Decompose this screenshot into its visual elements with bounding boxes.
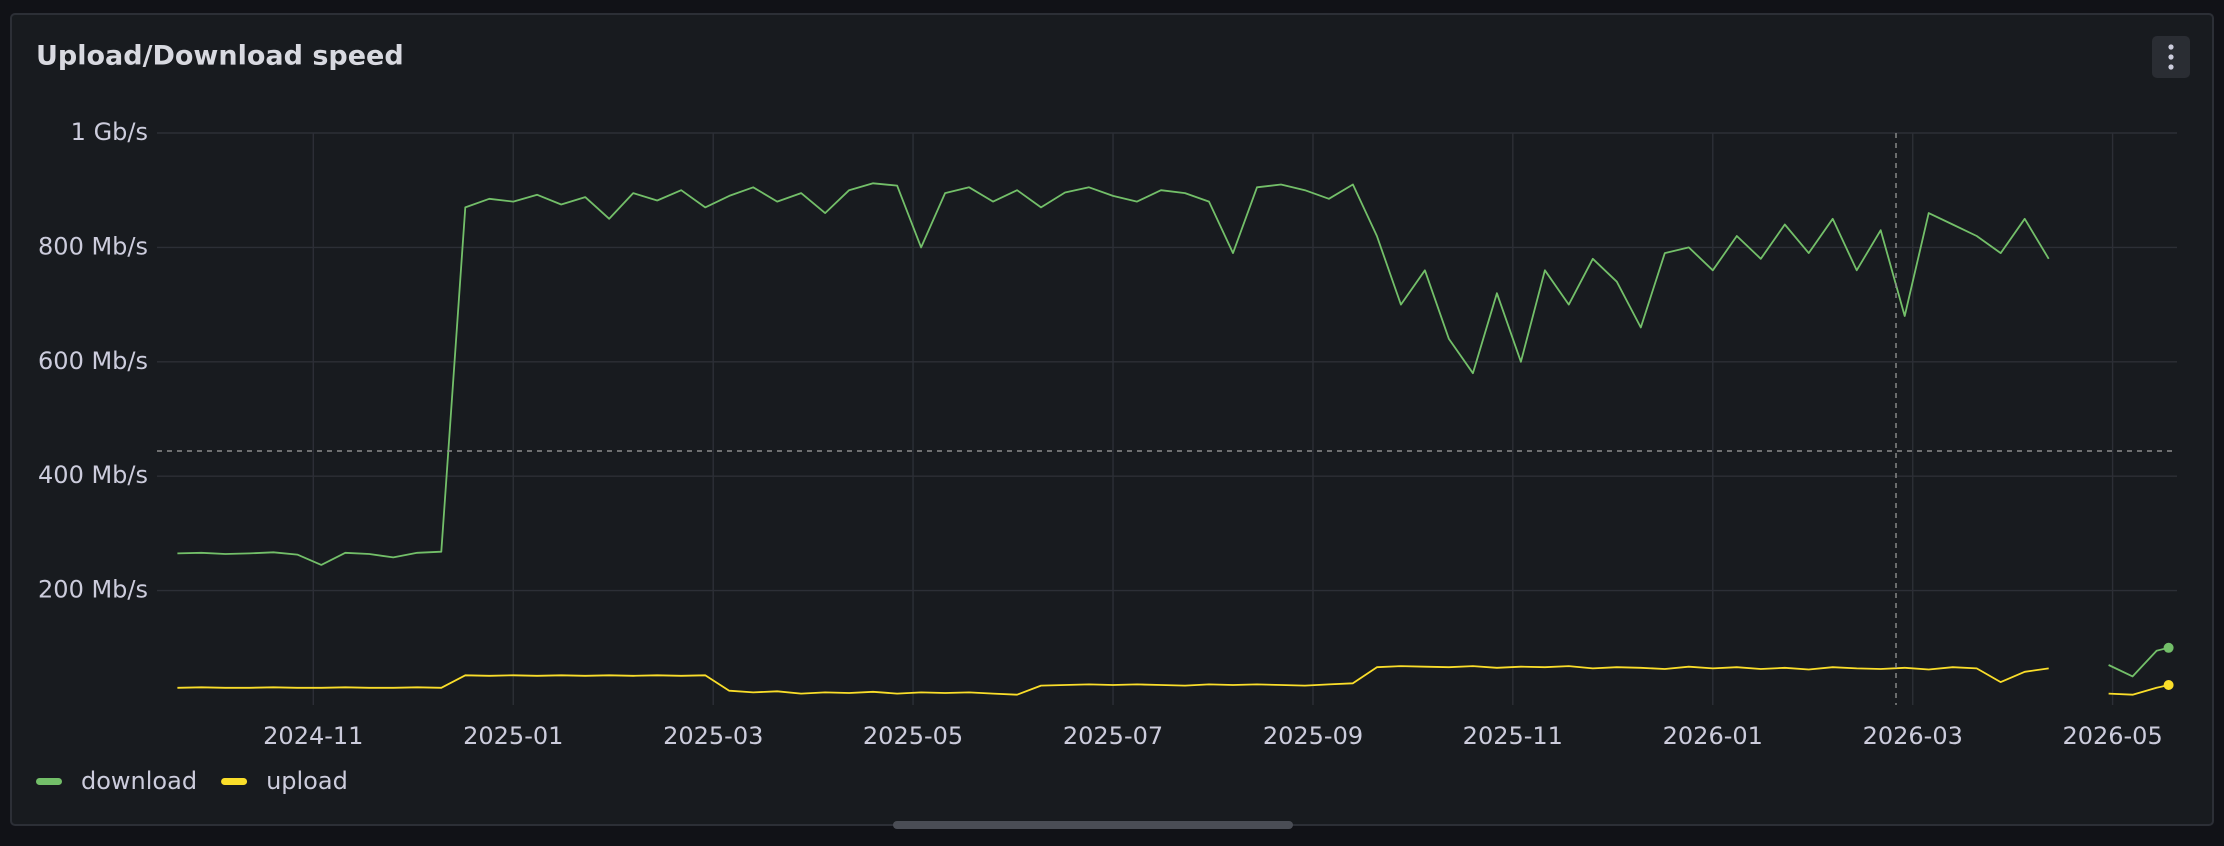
x-tick-label: 2025-11 xyxy=(1463,722,1563,750)
x-tick-label: 2025-07 xyxy=(1063,722,1163,750)
legend-swatch xyxy=(221,778,248,785)
x-tick-label: 2025-05 xyxy=(863,722,963,750)
series-line xyxy=(177,182,2169,678)
y-tick-label: 1 Gb/s xyxy=(71,118,148,146)
x-tick-label: 2025-01 xyxy=(463,722,563,750)
legend-swatch xyxy=(36,778,62,785)
scrollbar[interactable] xyxy=(893,821,1293,829)
panel xyxy=(10,13,2214,826)
x-tick-label: 2026-01 xyxy=(1663,722,1763,750)
x-tick-label: 2026-03 xyxy=(1863,722,1963,750)
x-tick-label: 2025-03 xyxy=(663,722,763,750)
plot-area: 200 Mb/s 400 Mb/s 600 Mb/s 800 Mb/s 1 Gb/s 20… xyxy=(38,118,2177,750)
y-tick-label: 200 Mb/s xyxy=(38,576,148,604)
legend-item[interactable]: download xyxy=(36,767,197,795)
series-line xyxy=(177,665,2169,696)
x-tick-label: 2024-11 xyxy=(263,722,363,750)
x-tick-label: 2025-09 xyxy=(1263,722,1363,750)
legend-label: upload xyxy=(266,767,348,795)
y-tick-label: 600 Mb/s xyxy=(38,347,148,375)
menu-button[interactable] xyxy=(2152,36,2190,78)
x-tick-label: 2026-05 xyxy=(2062,722,2162,750)
y-tick-label: 400 Mb/s xyxy=(38,461,148,489)
legend-label: download xyxy=(81,767,197,795)
y-tick-label: 800 Mb/s xyxy=(38,232,148,260)
last-point xyxy=(2163,642,2174,653)
legend-item[interactable]: upload xyxy=(221,767,348,795)
last-point xyxy=(2163,679,2174,690)
chart-title: Upload/Download speed xyxy=(36,41,404,72)
